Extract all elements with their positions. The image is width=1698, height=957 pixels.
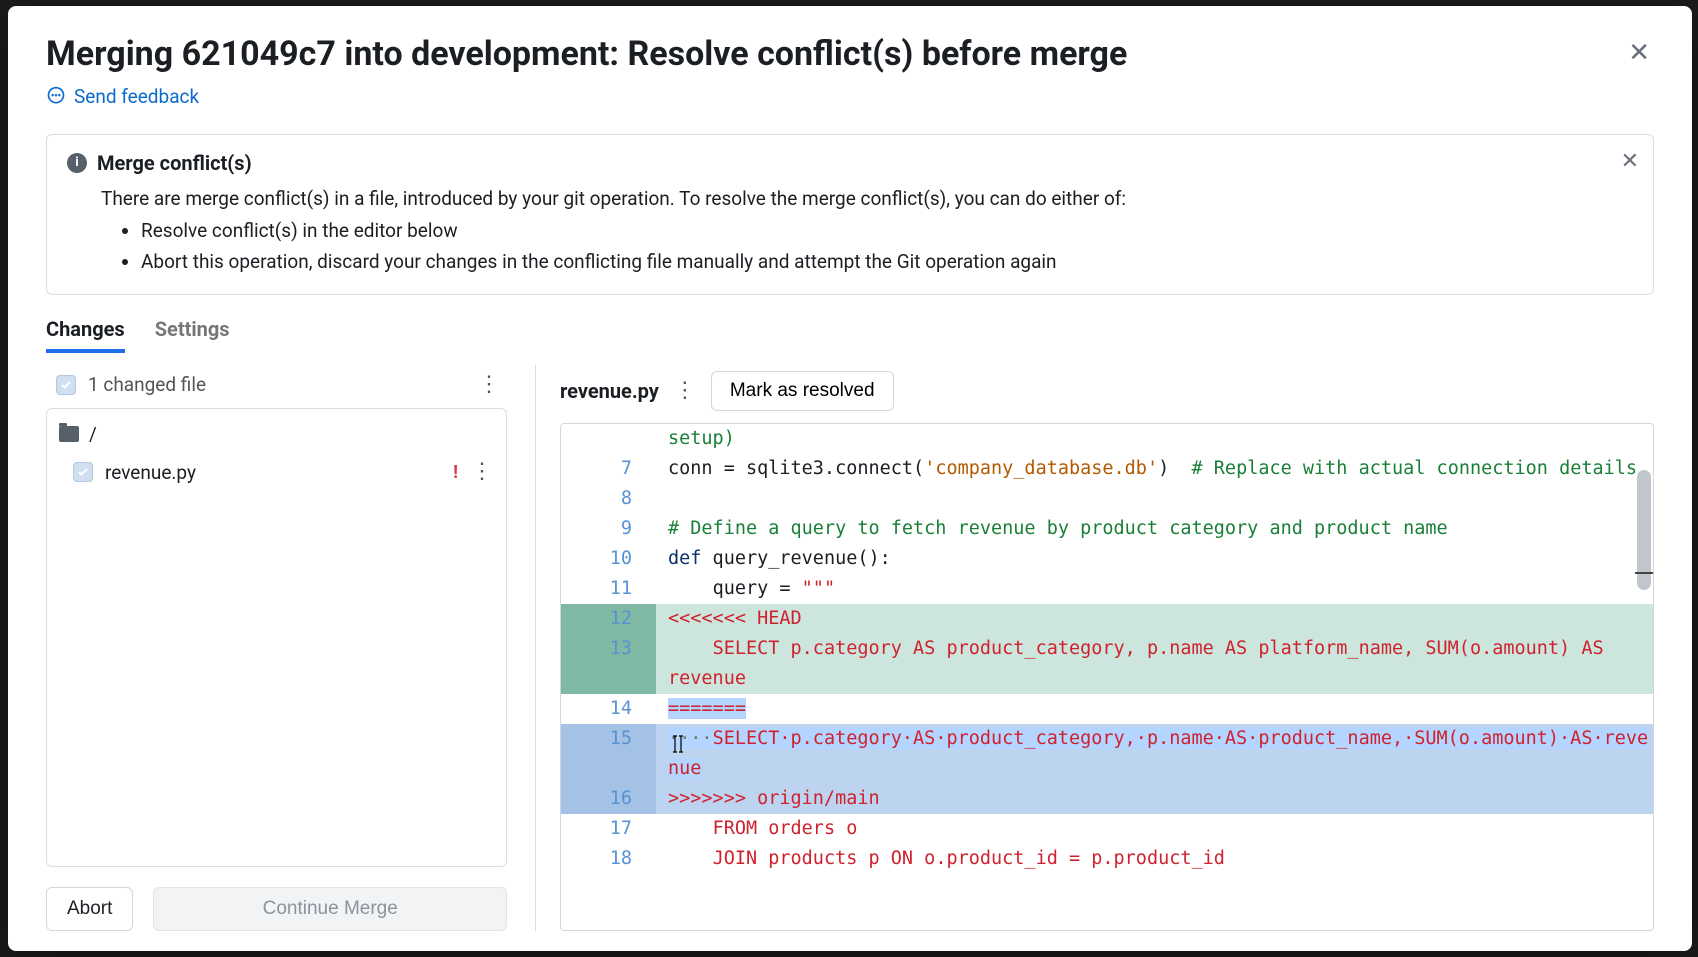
modal-header: Merging 621049c7 into development: Resol… <box>46 34 1654 75</box>
code-text: FROM orders o <box>713 818 858 839</box>
tab-settings[interactable]: Settings <box>155 317 230 353</box>
tabs: Changes Settings <box>46 317 1654 353</box>
tree-root-label: / <box>89 423 97 446</box>
mark-resolved-button[interactable]: Mark as resolved <box>711 371 894 411</box>
file-header-menu-icon[interactable]: ⋮ <box>673 380 697 402</box>
code-text: # Replace with actual connection details <box>1192 458 1638 479</box>
sidebar-footer: Abort Continue Merge <box>46 887 507 931</box>
alert-header: i Merge conflict(s) <box>67 151 1633 175</box>
file-tree: / revenue.py ! ⋮ <box>46 408 507 867</box>
line-number: 17 <box>561 814 656 844</box>
close-icon[interactable]: ✕ <box>1624 34 1654 72</box>
code-text: # Define a query to fetch revenue by pro… <box>668 518 1448 539</box>
code-text: query_revenue(): <box>701 548 890 569</box>
code-text: 'company_database.db' <box>924 458 1158 479</box>
conflict-marker-sep: ======= <box>668 698 746 719</box>
code-text: setup) <box>668 428 735 449</box>
changed-files-label: 1 changed file <box>88 373 206 396</box>
alert-close-icon[interactable]: ✕ <box>1621 149 1639 174</box>
alert-bullet-2: Abort this operation, discard your chang… <box>141 248 1633 277</box>
line-number: 14 <box>561 694 656 724</box>
line-number: 12 <box>561 604 656 634</box>
abort-button[interactable]: Abort <box>46 887 133 931</box>
merge-conflict-modal: Merging 621049c7 into development: Resol… <box>8 6 1692 951</box>
line-number: 10 <box>561 544 656 574</box>
alert-body: There are merge conflict(s) in a file, i… <box>101 185 1633 277</box>
conflict-indicator-icon: ! <box>453 462 458 483</box>
line-number: 13 <box>561 634 656 694</box>
file-checkbox[interactable] <box>73 462 93 482</box>
file-menu-icon[interactable]: ⋮ <box>470 461 494 483</box>
send-feedback-label: Send feedback <box>74 85 199 108</box>
editor-pane: revenue.py ⋮ Mark as resolved setup) 7 co… <box>536 365 1654 931</box>
merge-conflict-alert: ✕ i Merge conflict(s) There are merge co… <box>46 134 1654 296</box>
tree-file-revenue[interactable]: revenue.py ! ⋮ <box>47 453 506 491</box>
whitespace-dots: ···· <box>668 728 713 749</box>
line-number: 8 <box>561 484 656 514</box>
code-text: """ <box>802 578 835 599</box>
editor-body[interactable]: setup) 7 conn = sqlite3.connect('company_… <box>561 424 1653 930</box>
code-text: conn = sqlite3.connect( <box>668 458 924 479</box>
send-feedback-link[interactable]: Send feedback <box>46 85 1654 108</box>
code-text: query = <box>713 578 802 599</box>
code-text: def <box>668 548 701 569</box>
file-name-label: revenue.py <box>560 379 659 403</box>
tree-file-label: revenue.py <box>105 461 196 484</box>
alert-bullet-1: Resolve conflict(s) in the editor below <box>141 217 1633 246</box>
code-text: SELECT·p.category·AS·product_category,·p… <box>668 728 1648 779</box>
line-number: 7 <box>561 454 656 484</box>
conflict-marker-head: <<<<<<< HEAD <box>668 608 802 629</box>
line-number: 15 <box>561 724 656 784</box>
changes-sidebar: 1 changed file ⋮ / revenue.py <box>46 365 536 931</box>
alert-text: There are merge conflict(s) in a file, i… <box>101 185 1633 214</box>
modal-title: Merging 621049c7 into development: Resol… <box>46 34 1127 75</box>
code-editor[interactable]: setup) 7 conn = sqlite3.connect('company_… <box>560 423 1654 931</box>
chat-icon <box>46 86 66 106</box>
split-pane: 1 changed file ⋮ / revenue.py <box>46 365 1654 931</box>
folder-icon <box>59 426 79 442</box>
line-number: 9 <box>561 514 656 544</box>
changed-files-menu-icon[interactable]: ⋮ <box>477 374 501 396</box>
tree-root[interactable]: / <box>47 415 506 453</box>
conflict-marker-incoming: >>>>>>> origin/main <box>668 788 880 809</box>
alert-title: Merge conflict(s) <box>97 151 252 175</box>
info-icon: i <box>67 153 87 173</box>
code-text: ) <box>1158 458 1191 479</box>
select-all-checkbox[interactable] <box>56 375 76 395</box>
code-text: JOIN products p ON o.product_id = p.prod… <box>713 848 1225 869</box>
line-number: 16 <box>561 784 656 814</box>
line-number: 18 <box>561 844 656 874</box>
scroll-position-mark <box>1635 572 1653 574</box>
continue-merge-button: Continue Merge <box>153 887 507 931</box>
changed-files-bar: 1 changed file ⋮ <box>46 365 507 408</box>
tab-changes[interactable]: Changes <box>46 317 125 353</box>
line-number: 11 <box>561 574 656 604</box>
file-header: revenue.py ⋮ Mark as resolved <box>560 365 1654 423</box>
code-text: SELECT p.category AS product_category, p… <box>668 638 1615 689</box>
